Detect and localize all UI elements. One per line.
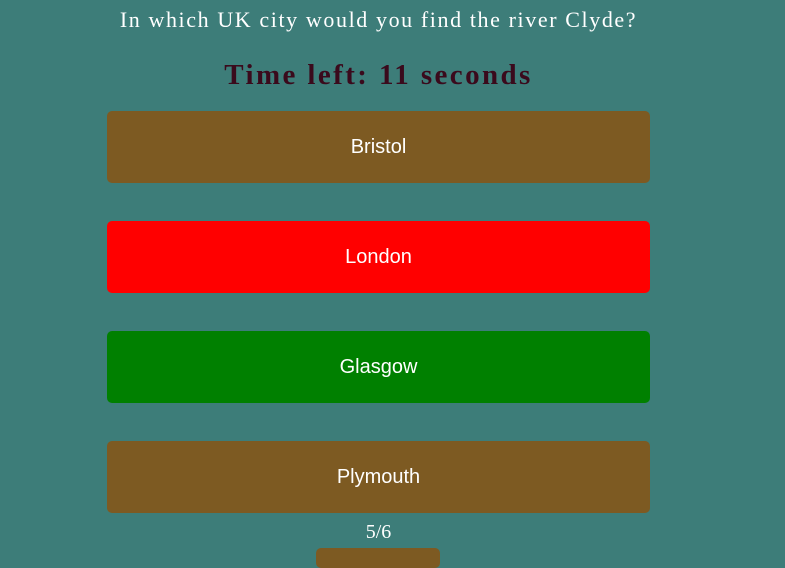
- timer-display: Time left: 11 seconds: [0, 57, 757, 93]
- answer-option-london[interactable]: London: [107, 221, 650, 293]
- timer-suffix: seconds: [411, 59, 533, 91]
- question-text: In which UK city would you find the rive…: [119, 7, 638, 32]
- question-progress: 5/6: [365, 521, 392, 543]
- answer-option-plymouth[interactable]: Plymouth: [107, 441, 650, 513]
- timer-prefix: Time left:: [224, 59, 379, 91]
- answer-option-glasgow[interactable]: Glasgow: [107, 331, 650, 403]
- answer-option-bristol[interactable]: Bristol: [107, 111, 650, 183]
- next-button[interactable]: [316, 548, 440, 568]
- time-left-value: 11: [378, 59, 412, 91]
